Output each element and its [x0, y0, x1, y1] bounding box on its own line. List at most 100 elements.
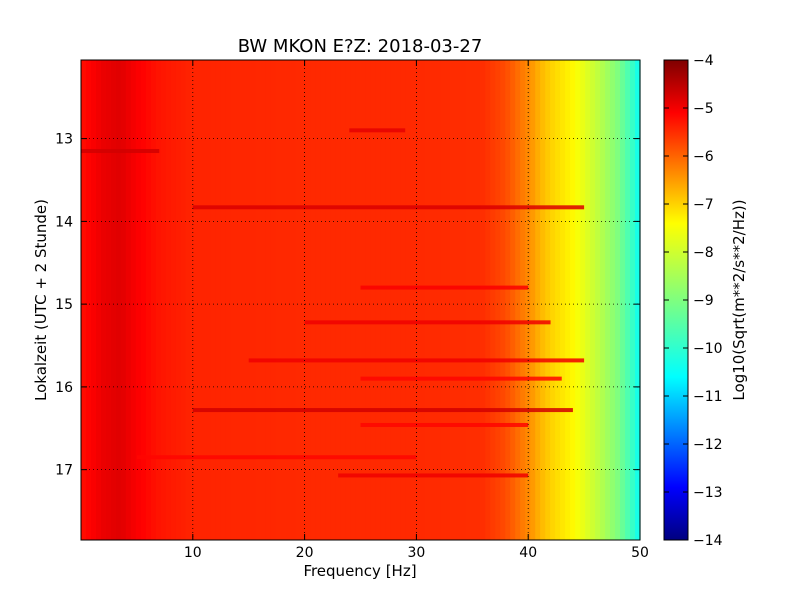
heatmap-column [375, 60, 382, 540]
colorbar-tick-label: −6 [693, 149, 714, 165]
heatmap-column [350, 60, 357, 540]
y-tick-label: 16 [55, 380, 73, 396]
heatmap-column [305, 60, 312, 540]
heatmap-column [135, 60, 142, 540]
heatmap-column [490, 60, 496, 540]
heatmap-column [445, 60, 451, 540]
heatmap-column [210, 60, 217, 540]
heatmap-column [390, 60, 397, 540]
heatmap-column [520, 60, 526, 540]
heatmap-column [150, 60, 157, 540]
heatmap-column [430, 60, 436, 540]
heatmap-band [81, 149, 160, 154]
heatmap-column [180, 60, 187, 540]
heatmap-column [550, 60, 556, 540]
heatmap-column [615, 60, 621, 540]
heatmap-column [310, 60, 317, 540]
heatmap-column [495, 60, 501, 540]
colorbar-tick-label: −5 [693, 101, 714, 117]
heatmap-column [625, 60, 631, 540]
heatmap-band [360, 422, 529, 427]
y-axis-ticks: 13 14 15 16 17 [55, 132, 640, 479]
heatmap-column [285, 60, 292, 540]
heatmap-column [440, 60, 446, 540]
colorbar-tick-label: −14 [693, 533, 723, 549]
heatmap-column [145, 60, 152, 540]
heatmap-column [230, 60, 237, 540]
heatmap-column [465, 60, 471, 540]
heatmap-column [460, 60, 466, 540]
heatmap-column [245, 60, 252, 540]
heatmap-column [595, 60, 601, 540]
heatmap-column [515, 60, 521, 540]
heatmap-column [155, 60, 162, 540]
heatmap-column [330, 60, 337, 540]
heatmap-column [415, 60, 421, 540]
heatmap-column [605, 60, 611, 540]
heatmap-band [136, 455, 417, 460]
colorbar: −4 −5 −6 −7 −8 −9 −10 −11 −12 −13 −14 [663, 53, 723, 549]
heatmap-column [370, 60, 377, 540]
heatmap-column [580, 60, 586, 540]
heatmap-column [205, 60, 212, 540]
heatmap-column [315, 60, 322, 540]
heatmap-column [510, 60, 516, 540]
plot-area: 10 20 30 40 50 13 14 15 16 17 [55, 59, 649, 561]
y-tick-label: 13 [55, 132, 73, 148]
heatmap-column [240, 60, 247, 540]
heatmap-column [450, 60, 456, 540]
colorbar-tick-label: −7 [693, 197, 714, 213]
heatmap-column [410, 60, 416, 540]
heatmap-column [335, 60, 342, 540]
heatmap-band [360, 376, 562, 381]
y-tick-label: 17 [55, 463, 73, 479]
heatmap-column [255, 60, 262, 540]
heatmap-column [435, 60, 441, 540]
heatmap-column [355, 60, 362, 540]
heatmap-column [140, 60, 147, 540]
heatmap-column [340, 60, 347, 540]
heatmap-band [349, 128, 406, 133]
y-tick-label: 15 [55, 297, 73, 313]
heatmap-column [250, 60, 257, 540]
heatmap-column [81, 60, 87, 540]
heatmap-column [215, 60, 222, 540]
heatmap-column [610, 60, 616, 540]
heatmap-column [500, 60, 506, 540]
colorbar-tick-label: −8 [693, 245, 714, 261]
colorbar-label: Log10(Sqrt(m**2/s**2/Hz)) [730, 199, 748, 400]
heatmap-column [130, 60, 137, 540]
heatmap-column [380, 60, 387, 540]
heatmap-column [385, 60, 392, 540]
heatmap-column [360, 60, 367, 540]
x-tick-label: 20 [296, 545, 314, 561]
heatmap-column [560, 60, 566, 540]
colorbar-tick-label: −4 [693, 53, 714, 69]
heatmap-column [345, 60, 352, 540]
heatmap-column [395, 60, 402, 540]
heatmap-column [320, 60, 327, 540]
heatmap-columns [81, 60, 641, 540]
heatmap-column [295, 60, 302, 540]
heatmap-column [260, 60, 267, 540]
heatmap-column [190, 60, 197, 540]
heatmap-column [165, 60, 172, 540]
heatmap-column [115, 60, 122, 540]
heatmap-column [125, 60, 132, 540]
y-tick-label: 14 [55, 214, 73, 230]
heatmap-column [235, 60, 242, 540]
heatmap-column [480, 60, 486, 540]
chart-title: BW MKON E?Z: 2018-03-27 [238, 36, 483, 57]
heatmap-column [600, 60, 606, 540]
heatmap-column [420, 60, 426, 540]
heatmap-column [90, 60, 97, 540]
heatmap-column [365, 60, 372, 540]
heatmap-column [110, 60, 117, 540]
heatmap-band [304, 320, 551, 325]
colorbar-tick-label: −10 [693, 341, 723, 357]
heatmap-column [540, 60, 546, 540]
heatmap-column [545, 60, 551, 540]
heatmap-column [400, 60, 407, 540]
